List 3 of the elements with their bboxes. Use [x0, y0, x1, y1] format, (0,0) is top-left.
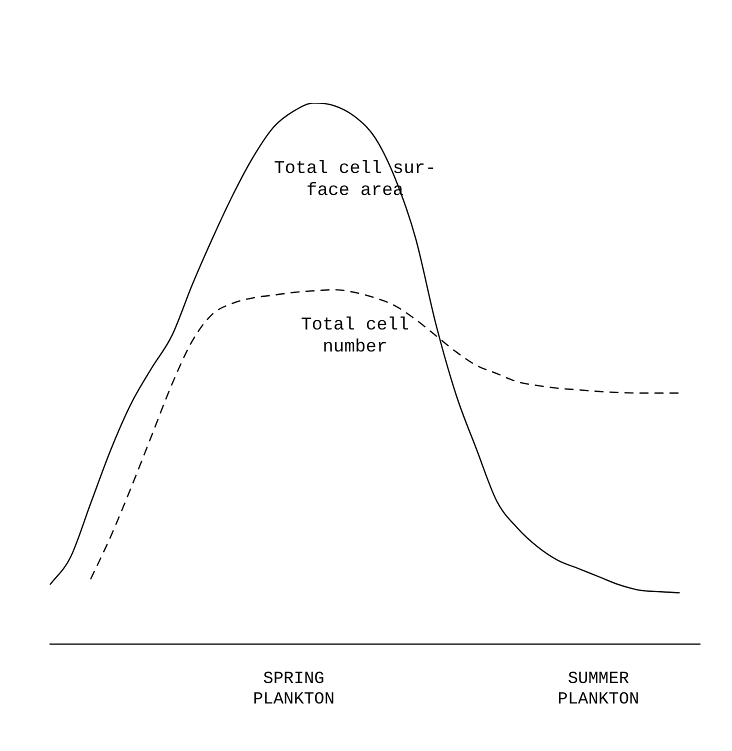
x-tick-label: SPRING PLANKTON [252, 670, 335, 710]
series-label: Total cell number [300, 316, 410, 358]
x-tick-label: SUMMER PLANKTON [558, 670, 640, 710]
